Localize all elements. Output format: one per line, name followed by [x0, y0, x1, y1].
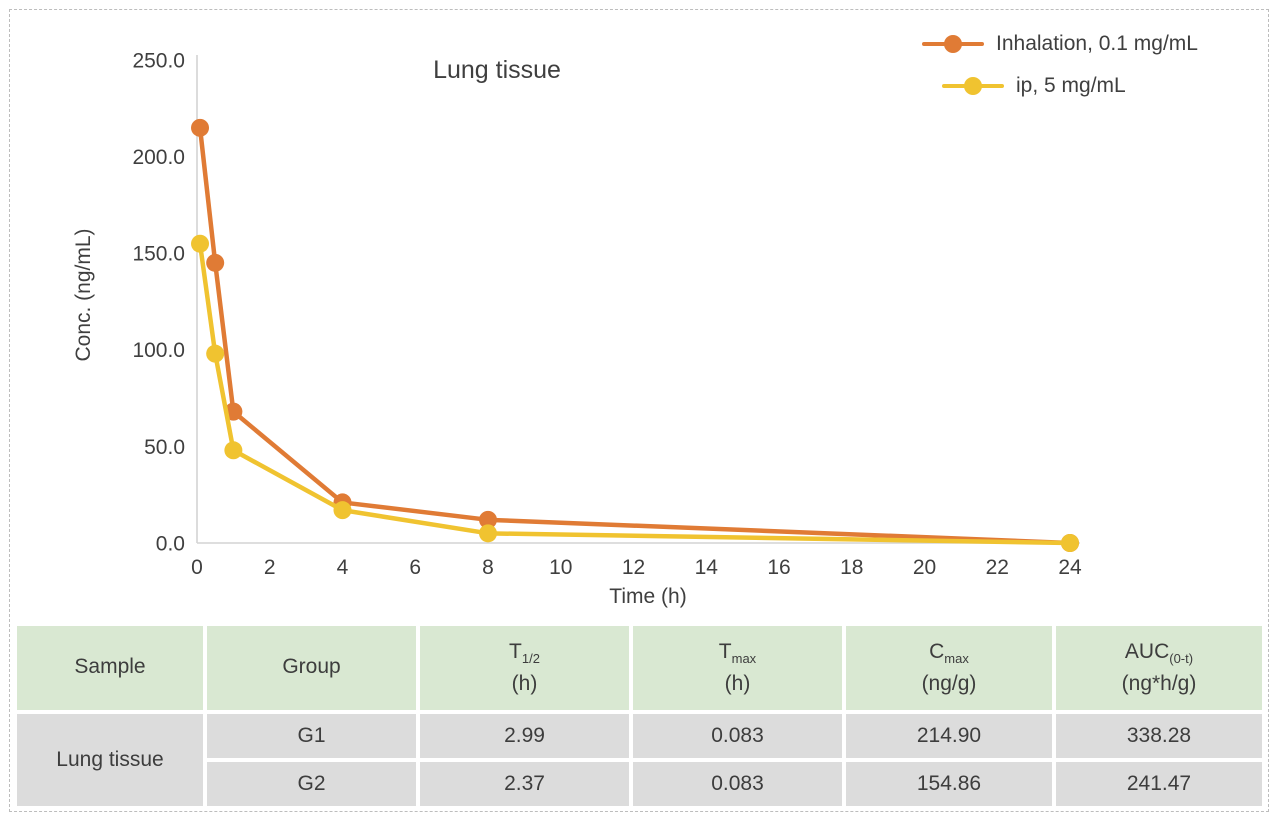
table-row-g2: G2 2.37 0.083 154.86 241.47: [17, 762, 1262, 806]
y-axis-label: Conc. (ng/mL): [72, 228, 95, 361]
header-label: T: [509, 639, 522, 663]
x-tick-label: 14: [695, 556, 719, 579]
cell-auc: 338.28: [1056, 714, 1262, 758]
x-tick-label: 0: [191, 556, 203, 579]
legend-label-ip: ip, 5 mg/mL: [1016, 74, 1126, 97]
x-tick-label: 22: [986, 556, 1009, 579]
x-tick-label: 10: [549, 556, 572, 579]
x-tick-label: 8: [482, 556, 494, 579]
header-label: T: [718, 639, 732, 663]
x-axis-label: Time (h): [609, 585, 686, 608]
legend-label-inhalation: Inhalation, 0.1 mg/mL: [996, 32, 1198, 55]
header-label: Group: [282, 654, 341, 678]
x-tick-label: 16: [767, 556, 790, 579]
ip-series-swatch-icon: [942, 77, 1004, 95]
inhalation-series-swatch-icon: [922, 35, 984, 53]
x-tick-label: 18: [840, 556, 863, 579]
x-tick-label: 2: [264, 556, 276, 579]
series-line-0: [197, 125, 1073, 546]
header-unit: (h): [511, 672, 538, 696]
col-header-c-max: Cmax (ng/g): [846, 626, 1052, 710]
axes: [196, 55, 1080, 544]
x-tick-label: 20: [913, 556, 936, 579]
concentration-time-chart: Lung tissue Time (h) Conc. (ng/mL) 0.0 50…: [72, 30, 1198, 608]
series-0-marker: [191, 118, 210, 137]
y-tick-label: 150.0: [132, 243, 185, 266]
y-tick-label: 0.0: [156, 532, 185, 555]
header-unit: (ng*h/g): [1121, 672, 1197, 696]
series-1-marker: [224, 441, 243, 460]
x-tick-label: 24: [1058, 556, 1082, 579]
cell-c-max: 154.86: [846, 762, 1052, 806]
legend-item-ip: ip, 5 mg/mL: [942, 72, 1198, 100]
y-tick-label: 200.0: [132, 146, 185, 169]
series-0-marker: [206, 253, 225, 272]
series-1-marker: [206, 344, 225, 363]
chart-title: Lung tissue: [433, 56, 561, 84]
header-sub: 1/2: [521, 651, 540, 667]
x-tick-label: 6: [409, 556, 421, 579]
header-label: C: [929, 639, 945, 663]
y-tick-label: 100.0: [132, 339, 185, 362]
chart-legend: Inhalation, 0.1 mg/mL ip, 5 mg/mL: [922, 30, 1198, 100]
x-tick-label: 4: [337, 556, 349, 579]
pk-parameters-table: Sample Group T1/2 (h) Tmax (h) Cmax: [13, 622, 1266, 810]
x-tick-label: 12: [622, 556, 645, 579]
col-header-auc: AUC(0-t) (ng*h/g): [1056, 626, 1262, 710]
table-header-row: Sample Group T1/2 (h) Tmax (h) Cmax: [17, 626, 1262, 710]
series-1-marker: [479, 524, 497, 543]
header-label: AUC: [1124, 639, 1170, 663]
cell-t-max: 0.083: [633, 762, 842, 806]
cell-t-max: 0.083: [633, 714, 842, 758]
col-header-t-half: T1/2 (h): [420, 626, 629, 710]
series-1-marker: [1061, 534, 1079, 552]
series-line-1: [197, 241, 1073, 546]
cell-group: G2: [207, 762, 416, 806]
cell-c-max: 214.90: [846, 714, 1052, 758]
header-sub: max: [731, 651, 757, 667]
cell-auc: 241.47: [1056, 762, 1262, 806]
cell-t-half: 2.37: [420, 762, 629, 806]
cell-group: G1: [207, 714, 416, 758]
y-tick-label: 50.0: [144, 436, 185, 459]
series-0-marker: [479, 510, 497, 529]
header-sub: max: [944, 651, 969, 667]
series-1-marker: [333, 501, 352, 520]
table-row-g1: Lung tissue G1 2.99 0.083 214.90 338.28: [17, 714, 1262, 806]
header-unit: (h): [724, 672, 751, 696]
chart-canvas: Lung tissue Time (h) Conc. (ng/mL) 0.0 50…: [72, 49, 1082, 608]
header-label: Sample: [74, 654, 146, 678]
header-unit: (ng/g): [921, 672, 977, 696]
col-header-sample: Sample: [17, 626, 203, 710]
cell-sample: Lung tissue: [17, 714, 203, 806]
data-series: [191, 118, 1079, 552]
cell-t-half: 2.99: [420, 714, 629, 758]
legend-item-inhalation: Inhalation, 0.1 mg/mL: [922, 30, 1198, 58]
y-tick-label: 250.0: [132, 49, 185, 72]
col-header-group: Group: [207, 626, 416, 710]
header-sub: (0-t): [1169, 651, 1194, 667]
series-1-marker: [191, 234, 210, 253]
col-header-t-max: Tmax (h): [633, 626, 842, 710]
